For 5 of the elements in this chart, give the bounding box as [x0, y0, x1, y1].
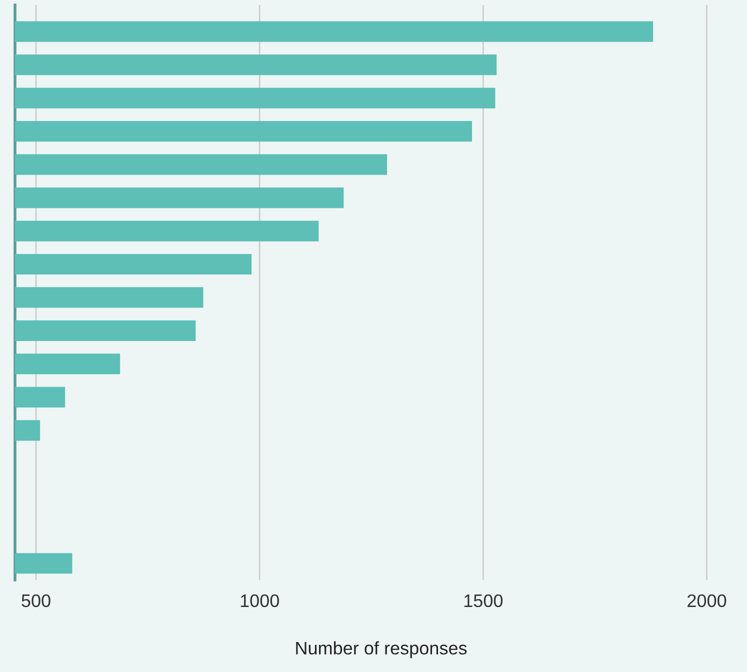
x-tick-label: 1000 [240, 594, 279, 608]
x-tick-label: 500 [22, 594, 50, 608]
x-axis-title: Number of responses [296, 641, 467, 658]
x-tick-label: 1500 [464, 594, 503, 608]
x-tick-label: 2000 [688, 594, 726, 608]
